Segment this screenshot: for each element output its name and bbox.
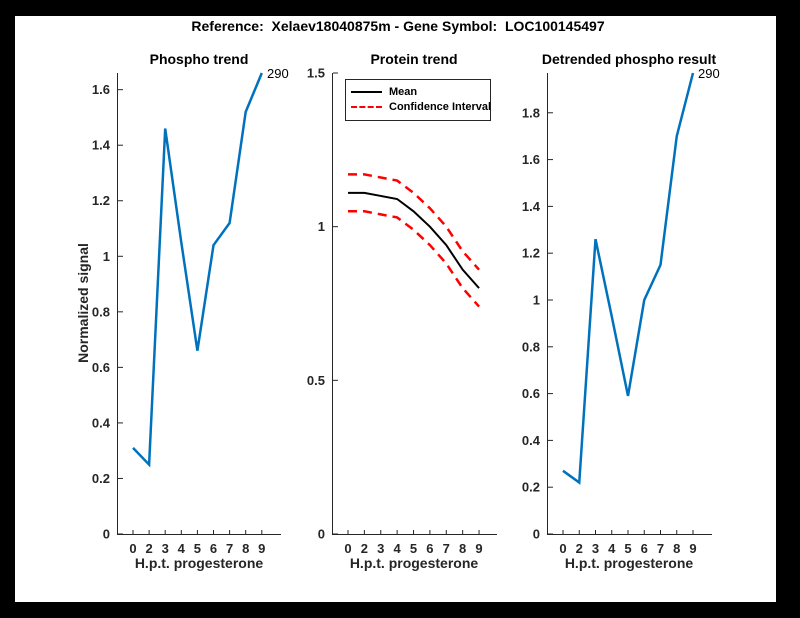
- x-tick-label: 3: [592, 541, 599, 556]
- x-tick-label: 0: [559, 541, 566, 556]
- legend-entry-mean: Mean: [351, 85, 485, 99]
- series-line-confidence-interval-lower: [348, 210, 480, 308]
- x-tick-label: 4: [178, 541, 186, 556]
- x-tick-label: 5: [410, 541, 417, 556]
- x-tick-label: 4: [394, 541, 402, 556]
- y-tick-label: 1: [318, 219, 325, 234]
- subplot3-x-axis-label: H.p.t. progesterone: [564, 555, 694, 571]
- x-tick-label: 0: [129, 541, 136, 556]
- y-tick-label: 0.6: [522, 386, 540, 401]
- y-tick-label: 1.4: [92, 138, 111, 153]
- y-tick-label: 0.2: [522, 480, 540, 495]
- subplot1-x-axis-label: H.p.t. progesterone: [134, 555, 264, 571]
- y-tick-label: 0.8: [522, 339, 540, 354]
- legend-label-confidence-interval: Confidence Interval: [389, 101, 492, 113]
- x-tick-label: 2: [145, 541, 152, 556]
- x-tick-label: 6: [426, 541, 433, 556]
- y-tick-label: 0.6: [92, 360, 110, 375]
- y-tick-label: 1: [103, 249, 110, 264]
- subplot2-x-axis-label: H.p.t. progesterone: [349, 555, 479, 571]
- y-tick-label: 1.5: [307, 66, 325, 81]
- y-tick-label: 0.2: [92, 471, 110, 486]
- y-tick-label: 1.2: [92, 193, 110, 208]
- legend-box: Mean Confidence Interval: [345, 79, 491, 121]
- x-tick-label: 8: [242, 541, 249, 556]
- x-tick-label: 9: [689, 541, 696, 556]
- mean-line-sample-icon: [351, 91, 382, 93]
- series-line-mean: [348, 191, 480, 289]
- x-tick-label: 5: [624, 541, 631, 556]
- x-tick-label: 2: [576, 541, 583, 556]
- series-line-phospho-signal: [132, 72, 263, 468]
- x-tick-label: 7: [657, 541, 664, 556]
- y-tick-label: 0: [318, 527, 325, 542]
- x-tick-label: 2: [361, 541, 368, 556]
- y-tick-label: 1.6: [92, 82, 110, 97]
- x-tick-label: 7: [443, 541, 450, 556]
- x-tick-label: 5: [194, 541, 201, 556]
- x-tick-label: 7: [226, 541, 233, 556]
- x-tick-label: 6: [641, 541, 648, 556]
- confidence-interval-line-sample-icon: [351, 106, 382, 108]
- x-tick-label: 4: [608, 541, 616, 556]
- legend-label-mean: Mean: [389, 86, 418, 98]
- x-tick-label: 3: [377, 541, 384, 556]
- x-tick-label: 8: [673, 541, 680, 556]
- subplot3-title: Detrended phospho result: [541, 51, 717, 67]
- subplot1-title: Phospho trend: [149, 51, 249, 67]
- y-tick-label: 0.8: [92, 304, 110, 319]
- x-tick-label: 9: [475, 541, 482, 556]
- x-tick-label: 6: [210, 541, 217, 556]
- figure-title: Reference: Xelaev18040875m - Gene Symbol…: [191, 18, 605, 34]
- x-tick-label: 9: [258, 541, 265, 556]
- y-tick-label: 0.5: [307, 373, 325, 388]
- y-tick-label: 1.2: [522, 246, 540, 261]
- subplot1-endpoint-annotation: 290: [267, 66, 289, 81]
- subplot2-title: Protein trend: [370, 51, 458, 67]
- series-line-confidence-interval-upper: [348, 173, 480, 271]
- y-tick-label: 1.8: [522, 105, 540, 120]
- y-tick-label: 1.4: [522, 199, 541, 214]
- y-tick-label: 1.6: [522, 152, 540, 167]
- y-tick-label: 0.4: [92, 415, 111, 430]
- x-tick-label: 0: [344, 541, 351, 556]
- x-tick-label: 3: [162, 541, 169, 556]
- subplot3-endpoint-annotation: 290: [698, 66, 720, 81]
- legend-entry-confidence-interval: Confidence Interval: [351, 100, 491, 114]
- y-tick-label: 1: [533, 292, 540, 307]
- y-tick-label: 0: [533, 527, 540, 542]
- series-line-detrended-phospho: [562, 72, 695, 485]
- y-tick-label: 0: [103, 527, 110, 542]
- x-tick-label: 8: [459, 541, 466, 556]
- y-tick-label: 0.4: [522, 433, 541, 448]
- subplot1-y-axis-label: Normalized signal: [75, 243, 91, 363]
